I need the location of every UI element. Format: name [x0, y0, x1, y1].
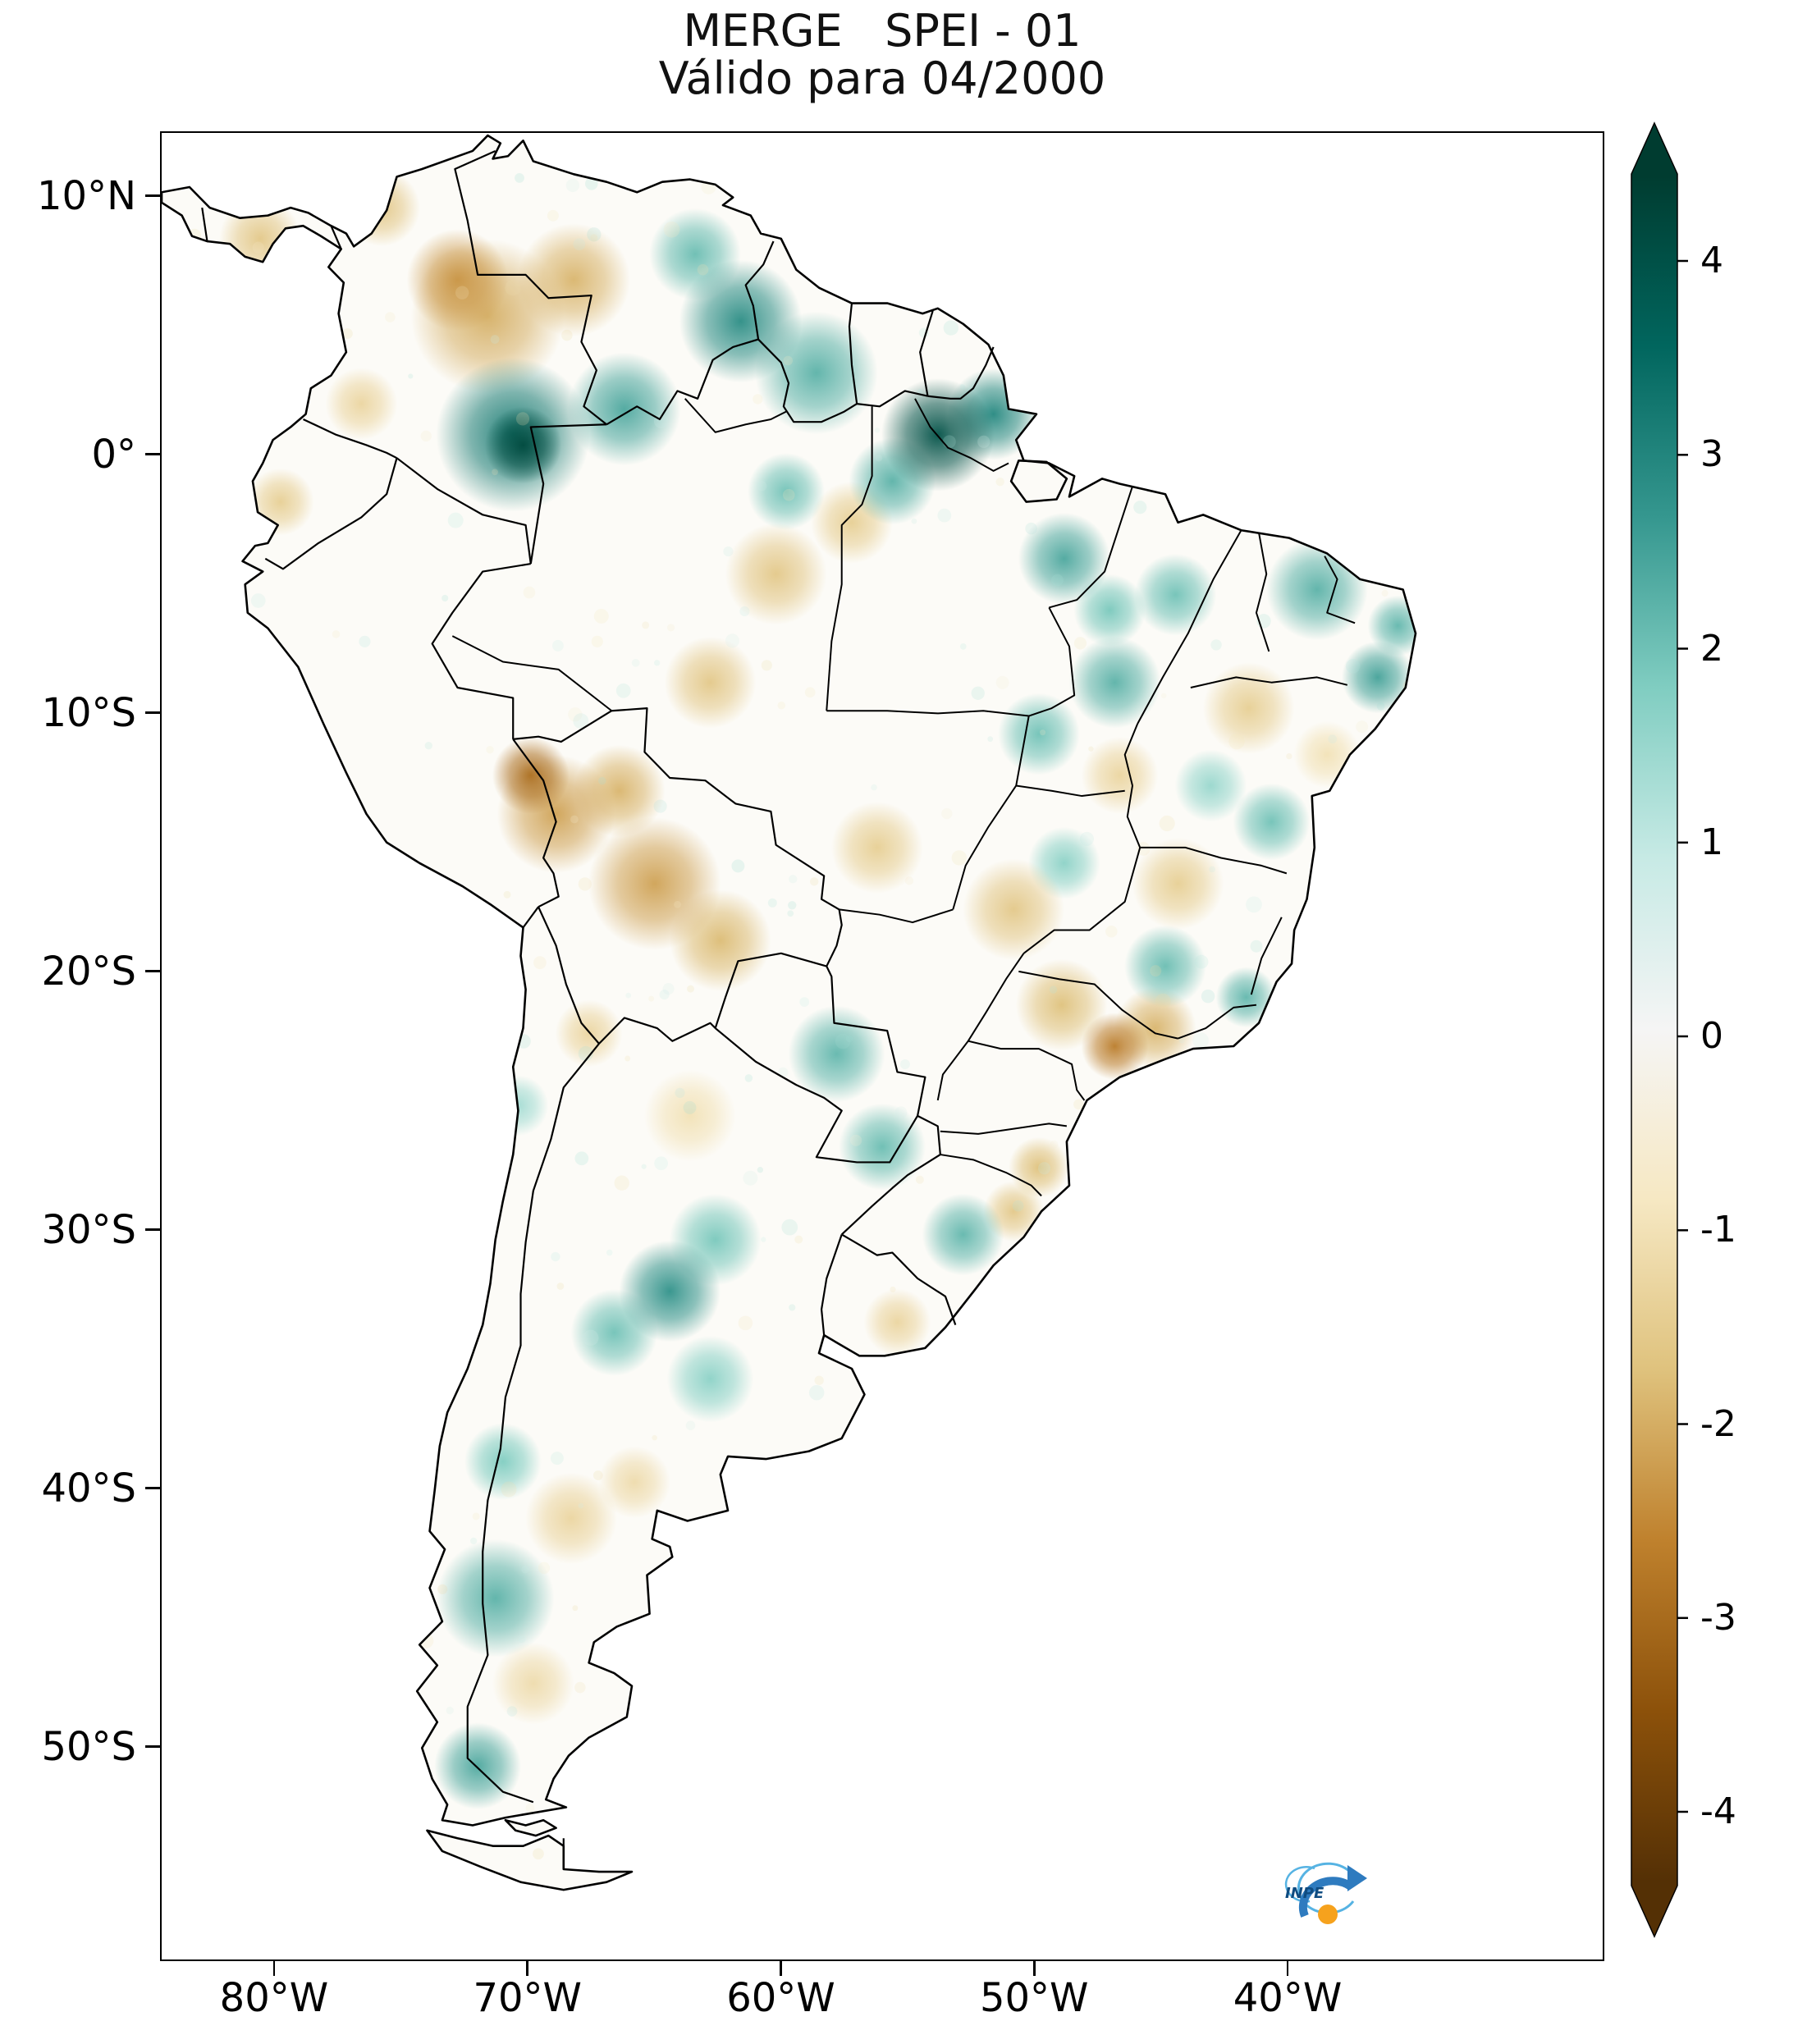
- inpe-orange-dot-icon: [1318, 1905, 1338, 1924]
- colorbar: [1631, 121, 1688, 1938]
- y-tick-label: 50°S: [41, 1723, 136, 1770]
- inpe-arrowhead-icon: [1347, 1865, 1367, 1891]
- inpe-logo-text: INPE: [1285, 1885, 1324, 1902]
- x-tick-label: 50°W: [979, 1975, 1089, 2021]
- colorbar-tick-label: 3: [1700, 433, 1723, 476]
- inpe-arrow-icon: [1298, 1877, 1353, 1918]
- y-tick-mark: [145, 970, 160, 972]
- colorbar-tick-label: -3: [1700, 1596, 1736, 1639]
- inpe-logo: INPE: [1284, 1862, 1367, 1924]
- colorbar-tick-label: 1: [1700, 821, 1723, 863]
- inpe-swirl-inner-icon: [1284, 1866, 1315, 1903]
- x-tick-mark: [1033, 1961, 1036, 1976]
- coastline: [162, 134, 1417, 1891]
- x-tick-mark: [1286, 1961, 1289, 1976]
- colorbar-tick-label: -4: [1700, 1790, 1736, 1832]
- y-tick-mark: [145, 453, 160, 455]
- colorbar-tick-marks: [1677, 259, 1688, 1813]
- y-tick-label: 30°S: [41, 1206, 136, 1253]
- colorbar-bar: [1631, 121, 1678, 1938]
- colorbar-tick-label: -2: [1700, 1402, 1736, 1445]
- south-america-map: [162, 134, 1417, 1891]
- chart-subtitle: Válido para 04/2000: [658, 53, 1106, 104]
- x-tick-label: 60°W: [726, 1975, 835, 2021]
- colorbar-tick-label: -1: [1700, 1209, 1736, 1251]
- y-tick-label: 10°N: [37, 172, 136, 219]
- y-tick-label: 40°S: [41, 1465, 136, 1511]
- colorbar-tick-label: 0: [1700, 1015, 1723, 1057]
- y-tick-label: 0°: [91, 431, 136, 478]
- country-borders: [201, 149, 995, 1869]
- x-tick-label: 40°W: [1233, 1975, 1343, 2021]
- y-tick-label: 20°S: [41, 948, 136, 995]
- x-tick-mark: [526, 1961, 528, 1976]
- y-tick-mark: [145, 1487, 160, 1489]
- x-tick-mark: [780, 1961, 782, 1976]
- y-tick-mark: [145, 1745, 160, 1748]
- state-borders: [451, 398, 1356, 1197]
- x-tick-label: 70°W: [473, 1975, 582, 2021]
- colorbar-tick-label: 4: [1700, 240, 1723, 281]
- chart-title: MERGE SPEI - 01: [683, 5, 1082, 57]
- spei-anomaly-blobs: [219, 169, 1416, 1810]
- y-tick-mark: [145, 194, 160, 197]
- land-fill: [162, 135, 1416, 1891]
- y-tick-label: 10°S: [41, 689, 136, 736]
- x-tick-label: 80°W: [219, 1975, 329, 2021]
- colorbar-tick-label: 2: [1700, 627, 1723, 670]
- x-tick-mark: [272, 1961, 276, 1976]
- map-plot-area: INPE: [160, 131, 1604, 1961]
- y-tick-mark: [145, 1228, 160, 1231]
- y-tick-mark: [145, 711, 160, 714]
